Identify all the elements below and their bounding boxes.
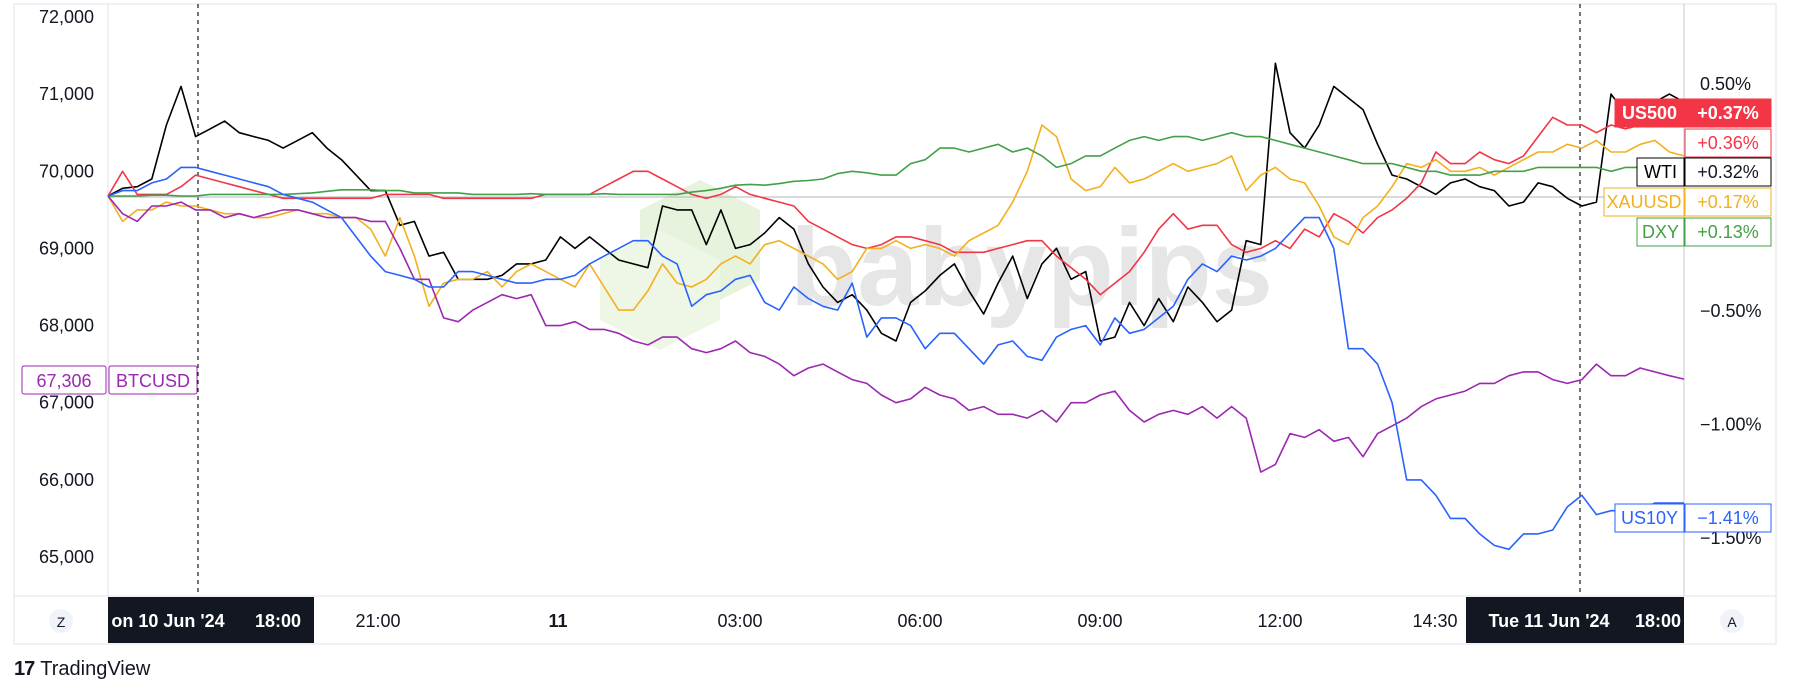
svg-text:US500: US500 (1622, 103, 1677, 123)
left-axis-tick: 69,000 (39, 238, 94, 258)
left-axis-tick: 71,000 (39, 84, 94, 104)
time-axis-label: 18:00 (255, 611, 301, 631)
right-axis-ticks: 0.50% −0.50% −1.00% −1.50% (1700, 74, 1762, 548)
series-line-btcusd[interactable] (107, 195, 1685, 473)
svg-text:XAUUSD: XAUUSD (1606, 192, 1681, 212)
time-axis-label: 03:00 (717, 611, 762, 631)
series-layer (107, 62, 1685, 551)
legend-dxy[interactable]: DXY +0.13% (1636, 217, 1772, 247)
svg-text:+0.13%: +0.13% (1697, 222, 1759, 242)
watermark: babypips (600, 180, 1273, 350)
left-axis-tick: 72,000 (39, 7, 94, 27)
series-line-xauusd[interactable] (107, 124, 1685, 311)
time-axis-label: Tue 11 Jun '24 (1489, 611, 1610, 631)
svg-text:A: A (1727, 614, 1737, 630)
svg-text:US10Y: US10Y (1621, 508, 1678, 528)
time-axis-label: 09:00 (1077, 611, 1122, 631)
time-highlight-right (1466, 597, 1684, 643)
right-axis-tick: −1.50% (1700, 528, 1762, 548)
series-line-us500[interactable] (107, 116, 1685, 296)
series-legend: WTI +0.32% US500 +0.37% XAUUSD +0.17% DXY +0.13… (1603, 98, 1772, 533)
svg-text:WTI: WTI (1644, 162, 1677, 182)
svg-text:DXY: DXY (1642, 222, 1679, 242)
btcusd-price-label: 67,306 BTCUSD (21, 365, 198, 395)
footer-brand[interactable]: TradingView (40, 658, 151, 680)
svg-text:+0.36%: +0.36% (1697, 133, 1759, 153)
left-axis-tick: 65,000 (39, 547, 94, 567)
right-axis-tick: 0.50% (1700, 74, 1751, 94)
series-line-us10y[interactable] (107, 166, 1684, 551)
watermark-text: babypips (790, 206, 1273, 329)
legend-wti[interactable]: WTI +0.32% (1636, 157, 1772, 187)
tradingview-logo-icon: 17 (14, 658, 35, 680)
time-axis-label: 06:00 (897, 611, 942, 631)
right-axis-tick: −0.50% (1700, 301, 1762, 321)
right-axis-tick: −1.00% (1700, 415, 1762, 435)
legend-us10y[interactable]: US10Y −1.41% (1614, 503, 1772, 533)
svg-text:+0.37%: +0.37% (1697, 103, 1759, 123)
time-axis-labels: on 10 Jun '24 18:00 21:00 11 03:00 06:00 09:00… (108, 597, 1684, 643)
time-axis-label: 14:30 (1412, 611, 1457, 631)
svg-text:Z: Z (57, 614, 66, 630)
left-axis-ticks: 72,000 71,000 70,000 69,000 68,000 67,000 66,0… (39, 7, 94, 567)
time-highlight-left (108, 597, 314, 643)
left-axis-tick: 68,000 (39, 316, 94, 336)
time-axis-label: 18:00 (1635, 611, 1681, 631)
svg-text:+0.17%: +0.17% (1697, 192, 1759, 212)
footer: 17 TradingView (14, 658, 150, 681)
svg-text:+0.32%: +0.32% (1697, 162, 1759, 182)
svg-text:67,306: 67,306 (36, 371, 91, 391)
legend-us500-secondary: +0.36% (1684, 128, 1772, 158)
left-axis-tick: 66,000 (39, 470, 94, 490)
legend-us500[interactable]: US500 +0.37% (1614, 98, 1772, 128)
time-axis-label: on 10 Jun '24 (111, 611, 224, 631)
time-axis-label: 12:00 (1257, 611, 1302, 631)
left-axis-tick: 70,000 (39, 161, 94, 181)
legend-xauusd[interactable]: XAUUSD +0.17% (1603, 187, 1772, 217)
time-axis-label: 21:00 (355, 611, 400, 631)
log-scale-button[interactable]: Z (49, 609, 73, 633)
auto-scale-button[interactable]: A (1720, 609, 1744, 633)
svg-text:BTCUSD: BTCUSD (116, 371, 190, 391)
series-line-dxy[interactable] (108, 131, 1684, 197)
svg-text:−1.41%: −1.41% (1697, 508, 1759, 528)
left-axis-tick: 67,000 (39, 393, 94, 413)
time-axis-label: 11 (548, 611, 567, 631)
